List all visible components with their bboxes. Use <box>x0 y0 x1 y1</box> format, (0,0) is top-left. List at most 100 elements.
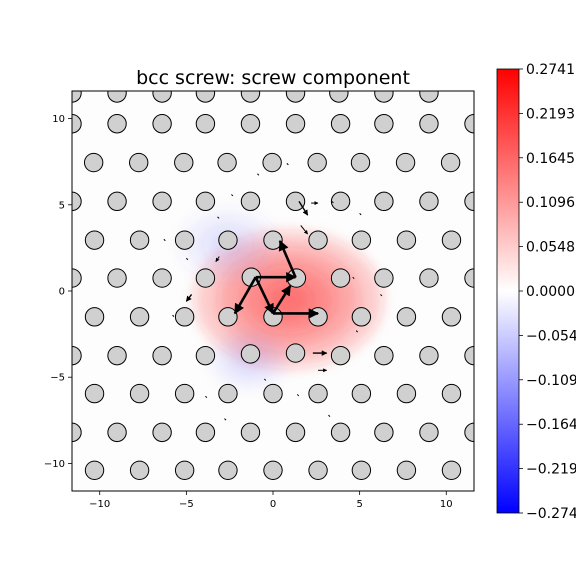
atom <box>396 383 417 404</box>
displacement-arrow-small <box>257 173 260 176</box>
atom <box>240 114 261 134</box>
displacement-arrow-small <box>231 194 234 197</box>
atom <box>152 91 172 103</box>
atom <box>240 191 261 212</box>
arrow-layer <box>163 163 383 421</box>
displacement-arrow <box>271 284 292 315</box>
atom <box>218 230 238 250</box>
atom <box>84 307 105 327</box>
atom <box>152 422 172 443</box>
atom <box>195 422 216 443</box>
atom <box>396 460 417 481</box>
atom <box>240 91 261 103</box>
x-axis: −10 −5 0 5 10 <box>89 491 453 510</box>
atom <box>350 152 371 173</box>
atom <box>129 383 150 404</box>
colorbar-tick-label: −0.1645 <box>526 417 576 433</box>
atom <box>330 191 351 212</box>
atom <box>441 460 462 481</box>
displacement-arrow-small <box>217 216 220 219</box>
atom <box>72 422 82 443</box>
atom <box>240 344 261 364</box>
displacement-arrow-small <box>355 330 359 333</box>
atom <box>263 383 283 404</box>
atom <box>419 191 439 212</box>
atom <box>374 345 394 366</box>
atom <box>218 383 238 404</box>
atom <box>374 422 394 443</box>
atom <box>263 230 283 250</box>
atom <box>218 460 238 481</box>
atom <box>330 345 351 366</box>
atom <box>72 268 82 288</box>
atom <box>419 422 439 443</box>
atom <box>330 422 351 443</box>
atom <box>308 230 328 250</box>
atom <box>374 268 394 288</box>
atom <box>285 343 306 363</box>
x-tick-label: −10 <box>89 499 110 510</box>
colorbar-tick-label: 0.1096 <box>526 195 575 211</box>
displacement-arrow <box>233 276 257 315</box>
y-tick-label: 10 <box>52 114 65 125</box>
atom <box>441 230 462 250</box>
atom <box>329 91 349 103</box>
atom <box>107 91 127 103</box>
atom <box>152 268 172 288</box>
y-tick-label: 0 <box>59 287 65 298</box>
atom <box>129 460 150 481</box>
atom <box>419 91 439 103</box>
atom <box>195 345 216 366</box>
atom <box>441 307 462 327</box>
displacement-arrow-small <box>352 276 355 280</box>
atom <box>83 152 104 173</box>
atom <box>396 230 417 250</box>
atom <box>129 152 149 173</box>
atom <box>285 91 306 103</box>
atom <box>195 268 216 288</box>
atom <box>308 383 328 404</box>
atom <box>395 152 416 173</box>
displacement-arrow-small <box>186 257 189 261</box>
colorbar-tick-label: −0.2193 <box>526 462 576 478</box>
atom <box>195 191 216 212</box>
atom <box>441 383 462 404</box>
colorbar: 0.2741 0.2193 0.1645 0.1096 0.0548 0.0000 −0.0… <box>496 62 576 522</box>
atom <box>419 345 439 366</box>
atom <box>152 345 172 366</box>
displacement-arrow <box>298 200 309 216</box>
atom <box>374 191 394 212</box>
atom <box>351 460 372 481</box>
displacement-arrow-small <box>263 378 267 381</box>
displacement-arrow <box>215 256 220 263</box>
displacement-arrow-small <box>296 394 300 397</box>
y-tick-label: −10 <box>44 459 65 470</box>
y-axis: −10 −5 0 5 10 <box>44 114 72 470</box>
y-tick-label: 5 <box>59 200 65 211</box>
atom <box>152 191 172 212</box>
colorbar-tick-label: 0.1645 <box>526 151 575 167</box>
displacement-arrow <box>185 294 193 302</box>
atom <box>129 307 150 327</box>
atom <box>285 422 306 443</box>
atom <box>307 152 327 173</box>
colorbar-tick-label: −0.2741 <box>526 506 576 522</box>
atom <box>72 345 82 366</box>
atom <box>107 191 127 212</box>
atom <box>240 422 261 443</box>
atom <box>419 268 439 288</box>
atom <box>440 152 461 173</box>
atom <box>84 383 105 404</box>
atom <box>72 114 82 134</box>
displacement-arrow <box>300 225 309 235</box>
atom <box>285 114 306 134</box>
atom <box>308 460 328 481</box>
atom <box>174 460 195 481</box>
atom <box>174 307 195 327</box>
atom <box>174 152 194 173</box>
x-tick-label: −5 <box>179 499 194 510</box>
plot-area <box>71 90 475 492</box>
atom <box>351 383 372 404</box>
colorbar-tick-label: 0.2193 <box>526 106 575 122</box>
atom <box>129 230 150 250</box>
